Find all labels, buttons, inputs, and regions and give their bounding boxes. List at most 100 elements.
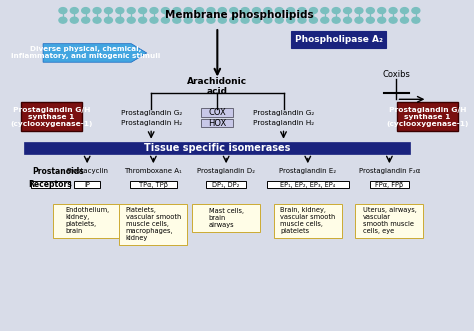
FancyBboxPatch shape	[356, 204, 423, 238]
Text: Prostaglandin G/H
synthase 1
(cyclooxygenase-1): Prostaglandin G/H synthase 1 (cyclooxyge…	[386, 107, 468, 126]
Circle shape	[401, 8, 409, 14]
Circle shape	[93, 8, 101, 14]
Text: Membrane phospholipids: Membrane phospholipids	[165, 10, 314, 20]
FancyBboxPatch shape	[24, 142, 410, 154]
Circle shape	[310, 17, 318, 23]
FancyBboxPatch shape	[201, 119, 233, 127]
Circle shape	[241, 17, 249, 23]
Circle shape	[150, 17, 158, 23]
Circle shape	[173, 17, 181, 23]
Circle shape	[59, 8, 67, 14]
Text: Tissue specific isomerases: Tissue specific isomerases	[144, 143, 291, 153]
Circle shape	[127, 17, 135, 23]
Circle shape	[389, 8, 397, 14]
Text: Prostacyclin: Prostacyclin	[66, 168, 108, 174]
Circle shape	[253, 17, 260, 23]
Text: DP₁, DP₂: DP₁, DP₂	[212, 182, 240, 188]
Circle shape	[389, 17, 397, 23]
Circle shape	[412, 17, 420, 23]
Text: Platelets,
vascular smooth
muscle cells,
macrophages,
kidney: Platelets, vascular smooth muscle cells,…	[126, 207, 181, 241]
Circle shape	[150, 8, 158, 14]
FancyBboxPatch shape	[206, 181, 246, 188]
Text: Prostaglandin F₂α: Prostaglandin F₂α	[359, 168, 420, 174]
Text: Coxibs: Coxibs	[383, 70, 410, 79]
FancyBboxPatch shape	[201, 108, 233, 117]
FancyBboxPatch shape	[53, 204, 121, 238]
Text: Uterus, airways,
vascular
smooth muscle
cells, eye: Uterus, airways, vascular smooth muscle …	[363, 208, 416, 234]
Text: Prostaglandin G₂: Prostaglandin G₂	[253, 110, 314, 116]
FancyBboxPatch shape	[130, 181, 176, 188]
Text: Endothelium,
kidney,
platelets,
brain: Endothelium, kidney, platelets, brain	[65, 208, 109, 234]
Circle shape	[127, 8, 135, 14]
Circle shape	[138, 17, 146, 23]
Circle shape	[344, 17, 352, 23]
Circle shape	[275, 17, 283, 23]
Text: HOX: HOX	[208, 118, 227, 128]
FancyBboxPatch shape	[274, 204, 342, 238]
Text: EP₁, EP₂, EP₃, EP₄: EP₁, EP₂, EP₃, EP₄	[280, 182, 336, 188]
Circle shape	[70, 8, 78, 14]
Text: Phospholipase A₂: Phospholipase A₂	[295, 35, 383, 44]
Circle shape	[332, 8, 340, 14]
Circle shape	[219, 8, 226, 14]
Text: TPα, TPβ: TPα, TPβ	[139, 182, 168, 188]
Circle shape	[162, 17, 169, 23]
Circle shape	[264, 8, 272, 14]
Circle shape	[173, 8, 181, 14]
FancyArrow shape	[43, 44, 147, 62]
Text: Prostaglandin H₂: Prostaglandin H₂	[253, 120, 314, 126]
Text: Prostanoids: Prostanoids	[32, 166, 84, 176]
Text: Prostaglandin H₂: Prostaglandin H₂	[120, 120, 182, 126]
Circle shape	[401, 17, 409, 23]
Text: Thromboxane A₁: Thromboxane A₁	[125, 168, 182, 174]
FancyBboxPatch shape	[74, 181, 100, 188]
Circle shape	[355, 17, 363, 23]
Circle shape	[378, 8, 386, 14]
Text: Arachidonic
acid: Arachidonic acid	[187, 77, 247, 96]
Text: Prostaglandin E₂: Prostaglandin E₂	[279, 168, 337, 174]
Circle shape	[230, 17, 237, 23]
Text: FPα, FPβ: FPα, FPβ	[375, 182, 403, 188]
Circle shape	[275, 8, 283, 14]
Text: IP: IP	[84, 182, 90, 188]
Circle shape	[184, 8, 192, 14]
Circle shape	[366, 8, 374, 14]
Circle shape	[355, 8, 363, 14]
Circle shape	[321, 8, 329, 14]
Circle shape	[59, 17, 67, 23]
Circle shape	[241, 8, 249, 14]
Circle shape	[366, 17, 374, 23]
Circle shape	[116, 17, 124, 23]
Circle shape	[82, 17, 90, 23]
Circle shape	[321, 17, 329, 23]
Circle shape	[378, 17, 386, 23]
FancyBboxPatch shape	[267, 181, 348, 188]
Circle shape	[264, 17, 272, 23]
Text: Brain, kidney,
vascular smooth
muscle cells,
platelets: Brain, kidney, vascular smooth muscle ce…	[280, 208, 336, 234]
Text: Prostaglandin D₂: Prostaglandin D₂	[197, 168, 255, 174]
Circle shape	[207, 17, 215, 23]
Circle shape	[310, 8, 318, 14]
FancyBboxPatch shape	[397, 102, 458, 131]
Circle shape	[104, 17, 112, 23]
Circle shape	[412, 8, 420, 14]
Text: Receptors: Receptors	[28, 180, 72, 189]
Circle shape	[287, 8, 295, 14]
FancyBboxPatch shape	[192, 204, 260, 232]
Text: Prostaglandin G₂: Prostaglandin G₂	[120, 110, 182, 116]
Circle shape	[253, 8, 260, 14]
Text: Diverse physical, chemical,
inflammatory, and mitogenic stimuli: Diverse physical, chemical, inflammatory…	[11, 46, 161, 60]
Circle shape	[196, 17, 203, 23]
Circle shape	[93, 17, 101, 23]
Circle shape	[332, 17, 340, 23]
Circle shape	[196, 8, 203, 14]
Circle shape	[344, 8, 352, 14]
Circle shape	[184, 17, 192, 23]
Text: Mast cells,
brain
airways: Mast cells, brain airways	[209, 208, 244, 228]
FancyBboxPatch shape	[119, 204, 187, 245]
FancyBboxPatch shape	[291, 31, 386, 48]
Circle shape	[207, 8, 215, 14]
FancyBboxPatch shape	[21, 102, 82, 131]
Bar	[31, 181, 70, 188]
Circle shape	[298, 17, 306, 23]
